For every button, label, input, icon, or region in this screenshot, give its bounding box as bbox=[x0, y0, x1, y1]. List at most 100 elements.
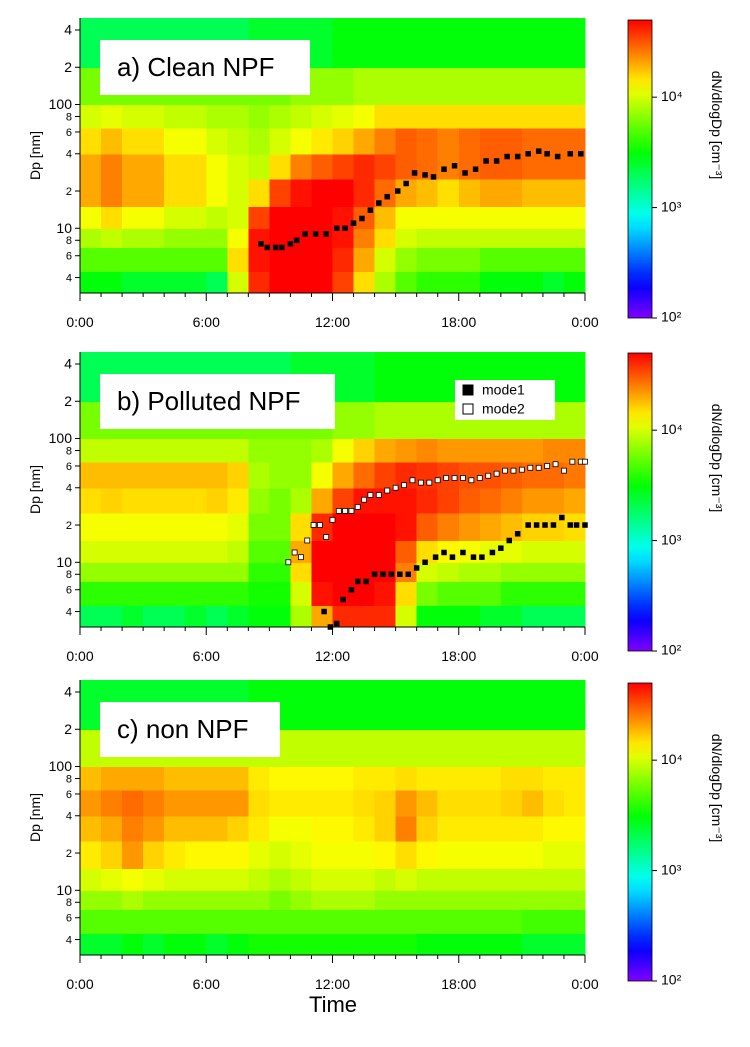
heatmap-cell bbox=[122, 247, 144, 272]
y-tick-label: 6 bbox=[66, 251, 72, 263]
mode-point bbox=[350, 220, 357, 226]
heatmap-cell bbox=[101, 540, 123, 563]
mode-point bbox=[401, 482, 407, 489]
y-tick-label: 4 bbox=[66, 934, 72, 946]
heatmap-cell bbox=[122, 206, 144, 229]
heatmap-cell bbox=[227, 127, 249, 155]
heatmap-cell bbox=[458, 680, 481, 730]
mode-point bbox=[403, 180, 409, 187]
heatmap-cell bbox=[143, 562, 165, 583]
heatmap-cell bbox=[332, 766, 355, 791]
x-tick-label: 12:00 bbox=[315, 314, 350, 330]
heatmap-cell bbox=[185, 890, 207, 911]
mode-point bbox=[376, 200, 382, 206]
mode-point bbox=[544, 151, 550, 157]
heatmap-cell bbox=[395, 766, 418, 791]
y-tick-label: 100 bbox=[49, 758, 73, 774]
heatmap-cell bbox=[416, 513, 439, 542]
mode-point bbox=[279, 244, 285, 251]
heatmap-cell bbox=[458, 815, 481, 842]
mode-point bbox=[287, 240, 294, 247]
heatmap-cell bbox=[206, 562, 228, 583]
heatmap-cell bbox=[101, 841, 123, 870]
heatmap-cell bbox=[80, 729, 102, 768]
heatmap-cell bbox=[521, 581, 544, 606]
heatmap-cell bbox=[248, 909, 270, 934]
mode-point bbox=[476, 475, 483, 481]
heatmap-cell bbox=[353, 789, 376, 817]
heatmap-cell bbox=[374, 127, 397, 155]
heatmap-cell bbox=[458, 729, 481, 768]
heatmap-cell bbox=[332, 247, 355, 272]
heatmap-cell bbox=[269, 271, 292, 294]
heatmap-cell bbox=[395, 909, 418, 934]
heatmap-cell bbox=[290, 890, 313, 911]
heatmap-cell bbox=[122, 104, 144, 129]
heatmap-cell bbox=[248, 153, 270, 180]
heatmap-cell bbox=[332, 401, 355, 440]
heatmap-cell bbox=[332, 933, 355, 956]
heatmap-cell bbox=[311, 841, 334, 870]
heatmap-cell bbox=[80, 766, 102, 791]
heatmap-cell bbox=[458, 513, 481, 542]
heatmap-cell bbox=[185, 206, 207, 229]
heatmap-cell bbox=[458, 18, 481, 68]
heatmap-cell bbox=[101, 153, 123, 180]
heatmap-cell bbox=[542, 909, 565, 934]
heatmap-cell bbox=[542, 789, 565, 817]
heatmap-cell bbox=[122, 581, 144, 606]
heatmap-cell bbox=[185, 540, 207, 563]
heatmap-cell bbox=[101, 766, 123, 791]
heatmap-cell bbox=[374, 729, 397, 768]
heatmap-cell bbox=[248, 890, 270, 911]
heatmap-cell bbox=[290, 815, 313, 842]
mode-point bbox=[493, 470, 500, 477]
heatmap-cell bbox=[248, 513, 270, 542]
heatmap-cell bbox=[395, 153, 418, 180]
heatmap-cell bbox=[332, 67, 355, 106]
heatmap-cell bbox=[290, 933, 313, 956]
heatmap-cell bbox=[164, 789, 186, 817]
heatmap-cell bbox=[563, 841, 586, 870]
mode-point bbox=[434, 477, 441, 484]
mode-point bbox=[432, 554, 439, 560]
heatmap-cell bbox=[521, 789, 544, 817]
heatmap-cell bbox=[122, 815, 144, 842]
heatmap-cell bbox=[269, 153, 292, 180]
heatmap-cell bbox=[458, 562, 481, 583]
mode-point bbox=[388, 571, 395, 578]
heatmap-cell bbox=[437, 581, 460, 606]
heatmap-cell bbox=[563, 206, 586, 229]
y-tick-label: 100 bbox=[49, 96, 73, 112]
heatmap-cell bbox=[290, 766, 313, 791]
heatmap-cell bbox=[458, 461, 481, 489]
heatmap-cell bbox=[563, 909, 586, 934]
heatmap-cell bbox=[563, 581, 586, 606]
heatmap-cell bbox=[374, 868, 397, 891]
heatmap-cell bbox=[248, 815, 270, 842]
heatmap-cell bbox=[164, 153, 186, 180]
x-tick-label: 18:00 bbox=[441, 976, 476, 992]
heatmap-cell bbox=[269, 487, 292, 514]
heatmap-cell bbox=[227, 540, 249, 563]
heatmap-cell bbox=[374, 540, 397, 563]
y-tick-label: 4 bbox=[66, 606, 72, 618]
colorbar-label: dN/dlogDp [cm⁻³] bbox=[709, 734, 725, 843]
heatmap-cell bbox=[143, 766, 165, 791]
heatmap-cell bbox=[101, 104, 123, 129]
heatmap-cell bbox=[500, 605, 523, 628]
heatmap-cell bbox=[332, 153, 355, 180]
heatmap-cell bbox=[521, 540, 544, 563]
mode-point bbox=[441, 166, 447, 172]
heatmap-cell bbox=[374, 680, 397, 730]
mode-point bbox=[348, 508, 355, 514]
heatmap-cell bbox=[206, 179, 228, 208]
heatmap-cell bbox=[521, 562, 544, 583]
heatmap-cell bbox=[80, 605, 102, 628]
heatmap-cell bbox=[563, 680, 586, 730]
y-tick-label: 2 bbox=[66, 520, 72, 532]
heatmap-cell bbox=[500, 206, 523, 229]
mode-point bbox=[578, 151, 584, 157]
heatmap-cell bbox=[395, 890, 418, 911]
